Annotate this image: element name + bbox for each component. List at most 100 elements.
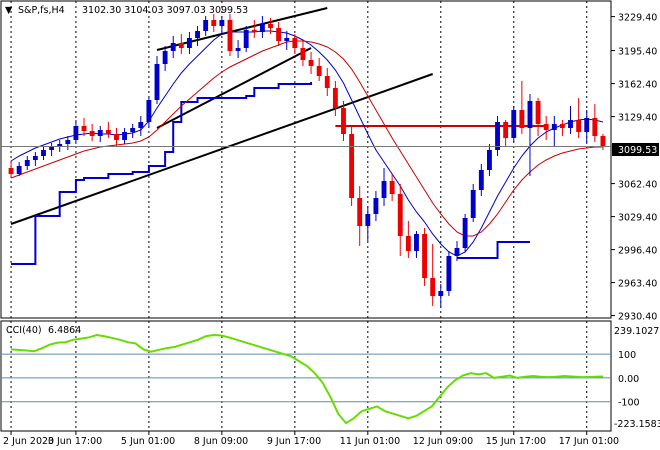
candle: [511, 106, 517, 142]
candle: [551, 116, 557, 146]
cci-label: CCI(40): [6, 325, 42, 336]
candle: [430, 244, 436, 306]
candle-body: [235, 48, 241, 51]
candle-body: [178, 43, 184, 48]
candle-body: [284, 38, 290, 41]
candle-body: [414, 234, 419, 251]
cci-value: 6.4864: [48, 325, 81, 336]
candle-body: [292, 38, 298, 48]
candle: [316, 58, 322, 81]
candle: [65, 136, 71, 150]
current-price-box: [612, 143, 659, 156]
candle-body: [430, 278, 436, 296]
candle: [535, 98, 541, 136]
candle: [470, 184, 476, 222]
candle: [259, 16, 265, 38]
candle: [308, 52, 314, 74]
candle-body: [65, 140, 71, 144]
candle-body: [551, 124, 557, 130]
trendline[interactable]: [156, 47, 312, 129]
candle: [268, 18, 273, 34]
candle-body: [495, 122, 500, 150]
candle-body: [405, 236, 411, 251]
candle-body: [308, 60, 314, 66]
candle-body: [211, 20, 217, 26]
symbol-header: S&P,fs,H4: [18, 5, 65, 16]
candle-body: [268, 24, 273, 28]
candle: [130, 124, 136, 138]
candle-body: [251, 30, 257, 32]
candle: [146, 96, 152, 128]
candle-body: [49, 146, 55, 150]
price-axis: 3229.40 3195.40 3162.40 3129.40 3062.40 3029.…: [611, 13, 657, 323]
candle-body: [105, 130, 111, 134]
candle-body: [527, 101, 533, 128]
candle-body: [511, 110, 517, 138]
price-tick-label: 3129.40: [618, 113, 657, 124]
candle-body: [519, 110, 525, 128]
price-tick-label: 3062.40: [618, 180, 657, 191]
candle-body: [146, 100, 152, 122]
candle: [32, 152, 38, 166]
candle-body: [454, 248, 460, 256]
candle-body: [438, 291, 444, 296]
candle-body: [187, 38, 192, 48]
candle: [243, 26, 249, 52]
candle-body: [349, 134, 355, 198]
cci-line: [10, 334, 604, 425]
candle: [365, 206, 371, 241]
candle-body: [203, 20, 209, 31]
candle: [187, 32, 192, 54]
candle-body: [138, 122, 144, 128]
candle-body: [8, 168, 14, 174]
candle-body: [332, 88, 338, 108]
candle: [568, 106, 573, 134]
time-tick-label: 11 Jun 01:00: [340, 436, 400, 447]
candle-body: [373, 198, 379, 214]
candle: [438, 284, 444, 308]
candle-body: [97, 130, 103, 136]
candle: [349, 126, 355, 206]
cci-top-value: 239.1027: [614, 326, 659, 337]
candle-body: [16, 166, 22, 174]
price-tick-label: 3162.40: [618, 80, 657, 91]
trendline[interactable]: [156, 7, 328, 51]
price-tick-label: 2996.40: [618, 246, 657, 257]
candle: [600, 134, 606, 150]
moving-average-line: [10, 40, 603, 237]
candle: [446, 251, 452, 296]
price-tick-label: 2930.40: [618, 312, 657, 323]
candle: [97, 126, 103, 142]
candle-body: [389, 181, 395, 194]
candle: [105, 122, 111, 138]
candle-body: [162, 51, 168, 64]
candle: [219, 16, 225, 34]
price-tick-label: 3029.40: [618, 213, 657, 224]
candle-body: [32, 156, 38, 160]
collapse-arrow-icon[interactable]: ▼: [5, 5, 13, 16]
candle-body: [300, 48, 306, 60]
time-tick-label: 9 Jun 17:00: [267, 436, 321, 447]
candle-body: [584, 118, 590, 132]
candle-body: [316, 66, 322, 76]
candle: [495, 116, 500, 156]
candle-body: [57, 144, 63, 146]
step-lines: [11, 82, 530, 265]
price-tick-label: 3195.40: [618, 47, 657, 58]
candle-body: [397, 194, 403, 236]
moving-average-lines: [10, 30, 604, 257]
candle: [170, 36, 176, 58]
trendline[interactable]: [10, 73, 434, 225]
candle: [122, 128, 127, 144]
candle: [227, 14, 233, 56]
cci-bottom-value: -223.1583: [614, 419, 660, 430]
candle-body: [341, 108, 346, 134]
candle-body: [576, 120, 582, 132]
candle: [324, 68, 330, 96]
candle-body: [446, 256, 452, 291]
candle: [235, 40, 241, 58]
candle: [114, 128, 119, 146]
candle-body: [114, 134, 119, 140]
candle: [251, 20, 257, 38]
